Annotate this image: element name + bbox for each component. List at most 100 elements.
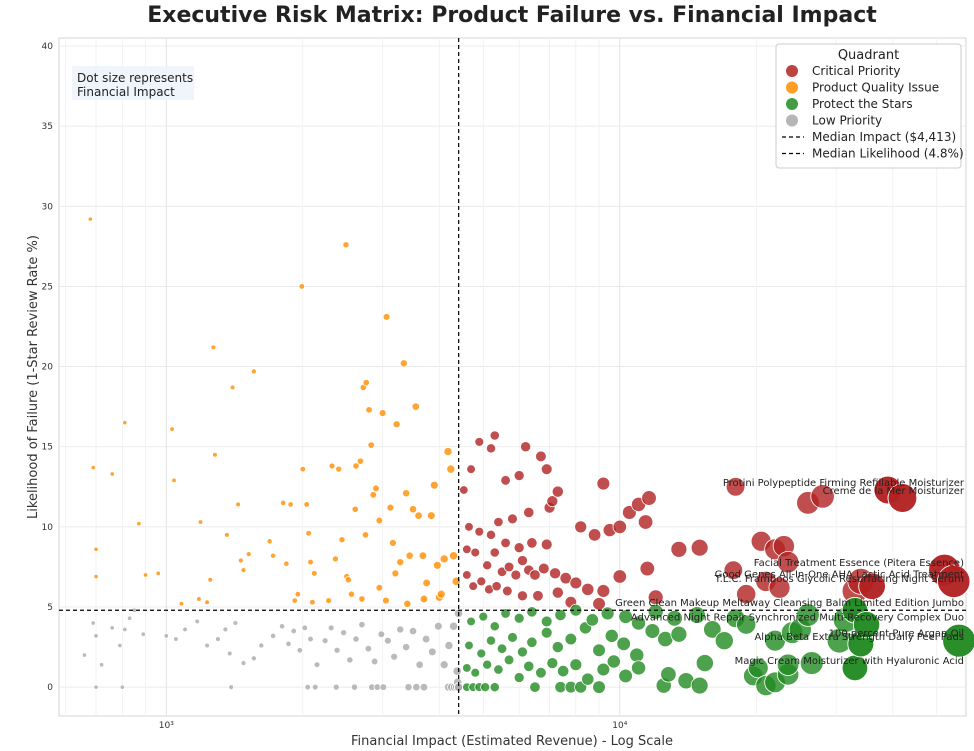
data-point xyxy=(554,608,567,622)
data-point xyxy=(549,567,562,580)
data-point xyxy=(500,475,511,486)
data-point xyxy=(852,611,881,639)
data-point xyxy=(520,441,532,453)
data-point xyxy=(305,530,312,537)
grid xyxy=(59,38,966,716)
data-point xyxy=(429,480,439,490)
data-point xyxy=(596,662,611,677)
data-point xyxy=(298,283,306,290)
data-point xyxy=(310,570,318,577)
data-point xyxy=(695,654,714,673)
data-point xyxy=(307,558,314,566)
data-point xyxy=(392,420,401,429)
data-point xyxy=(464,522,474,532)
legend-label: Protect the Stars xyxy=(812,97,913,111)
data-point xyxy=(482,560,493,571)
data-point xyxy=(155,570,161,577)
data-point xyxy=(768,576,791,599)
data-point xyxy=(396,625,405,634)
data-point xyxy=(240,660,247,667)
data-point xyxy=(412,682,421,692)
scatter-points xyxy=(81,72,974,697)
data-point xyxy=(296,647,304,654)
data-point xyxy=(858,572,886,600)
point-label: 100 percent Pure Argan Oil xyxy=(829,629,964,640)
data-point xyxy=(327,624,335,632)
data-point xyxy=(478,611,489,622)
data-point xyxy=(538,562,550,575)
x-axis-label: Financial Impact (Estimated Revenue) - L… xyxy=(351,734,673,749)
data-point xyxy=(173,636,179,642)
data-point xyxy=(569,603,583,617)
data-point xyxy=(439,660,449,670)
data-point xyxy=(388,538,397,547)
point-label: Green Clean Makeup Meltaway Cleansing Ba… xyxy=(615,598,964,609)
point-label: Magic Cream Moisturizer with Hyaluronic … xyxy=(735,656,964,667)
data-point xyxy=(459,485,469,495)
data-point xyxy=(587,528,602,542)
data-point xyxy=(204,642,210,649)
data-point xyxy=(422,578,431,588)
data-point xyxy=(402,489,411,498)
median-lines xyxy=(59,38,966,716)
data-point xyxy=(723,560,744,580)
data-point xyxy=(364,644,373,653)
data-point xyxy=(507,632,518,643)
data-point xyxy=(489,430,500,441)
data-point xyxy=(796,603,820,627)
data-point xyxy=(513,612,525,624)
y-tick-label: 15 xyxy=(42,443,53,453)
data-point xyxy=(419,682,429,692)
data-point xyxy=(229,384,236,391)
data-point xyxy=(87,216,93,222)
data-point xyxy=(207,576,214,583)
data-point xyxy=(526,606,538,618)
data-point xyxy=(344,576,352,584)
data-point xyxy=(500,608,511,619)
data-point xyxy=(503,654,515,666)
data-point xyxy=(502,585,513,597)
legend-label: Median Impact ($4,413) xyxy=(812,130,956,144)
data-point xyxy=(93,684,99,690)
data-point xyxy=(250,368,257,375)
data-point xyxy=(436,589,446,599)
data-point xyxy=(119,684,125,690)
data-point xyxy=(303,501,310,508)
point-label: Alpha Beta Extra Strength Daily Peel Pad… xyxy=(754,632,964,643)
data-point xyxy=(485,529,497,540)
data-point xyxy=(390,652,399,661)
data-point xyxy=(258,642,265,649)
data-point xyxy=(294,590,302,598)
data-point xyxy=(391,569,400,578)
data-point xyxy=(523,506,535,519)
data-point xyxy=(612,519,627,535)
data-point xyxy=(462,570,472,580)
data-point xyxy=(443,447,453,457)
data-point xyxy=(301,624,308,632)
data-point xyxy=(574,520,588,534)
data-point xyxy=(399,359,408,368)
data-point xyxy=(670,540,688,558)
data-point xyxy=(178,601,185,607)
data-point xyxy=(799,651,824,675)
data-point xyxy=(516,555,528,567)
data-point xyxy=(725,477,746,497)
data-point xyxy=(448,621,459,631)
data-point xyxy=(540,615,553,628)
data-point xyxy=(126,615,133,621)
data-point xyxy=(776,653,800,676)
data-point xyxy=(516,590,528,602)
data-point xyxy=(466,616,476,627)
data-point xyxy=(631,615,647,631)
data-point xyxy=(747,657,769,679)
data-point xyxy=(378,409,387,417)
data-point xyxy=(117,642,123,649)
legend-title: Quadrant xyxy=(838,48,899,63)
data-point xyxy=(309,598,316,606)
data-point xyxy=(604,628,619,643)
x-tick-label: 10³ xyxy=(159,721,174,731)
data-point xyxy=(358,595,366,603)
data-point xyxy=(171,477,177,484)
data-point xyxy=(569,576,583,590)
data-point xyxy=(250,655,257,662)
